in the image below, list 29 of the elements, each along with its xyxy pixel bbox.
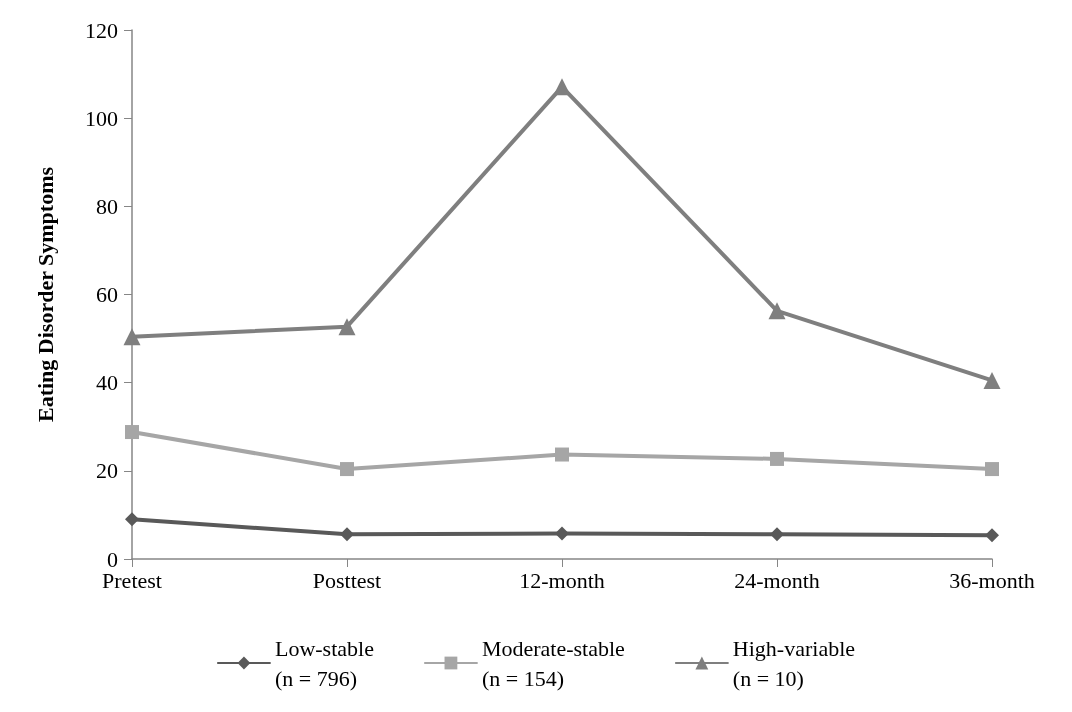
- point: [340, 462, 354, 477]
- point: [340, 527, 354, 542]
- point: [768, 302, 786, 320]
- y-tick-label: 100: [85, 105, 118, 131]
- x-tick-label: 36-month: [949, 567, 1035, 593]
- point: [985, 462, 999, 477]
- y-tick-label: 120: [85, 17, 118, 43]
- point: [123, 328, 141, 346]
- x-tick-label: 24-month: [734, 567, 820, 593]
- x-tick-label: Posttest: [312, 567, 382, 593]
- y-tick-label: 60: [96, 282, 118, 307]
- point: [125, 425, 139, 440]
- y-tick-label: 20: [96, 458, 118, 484]
- legend-label: Low-stable (n = 796): [274, 635, 374, 691]
- point: [770, 451, 784, 466]
- point: [555, 447, 569, 462]
- y-axis-title: Eating Disorder Symptoms: [32, 166, 58, 423]
- x-tick-label: 12-month: [519, 567, 605, 593]
- point: [125, 512, 139, 527]
- point: [555, 526, 569, 541]
- point: [983, 371, 1001, 389]
- legend-label: High-variable (n = 10): [732, 635, 856, 691]
- point: [338, 318, 356, 336]
- y-tick-label: 40: [96, 370, 118, 396]
- legend-label: Moderate-stable (n = 154): [481, 635, 625, 691]
- y-tick-label: 80: [96, 193, 118, 219]
- point: [985, 528, 999, 543]
- point: [553, 78, 571, 96]
- point: [770, 527, 784, 542]
